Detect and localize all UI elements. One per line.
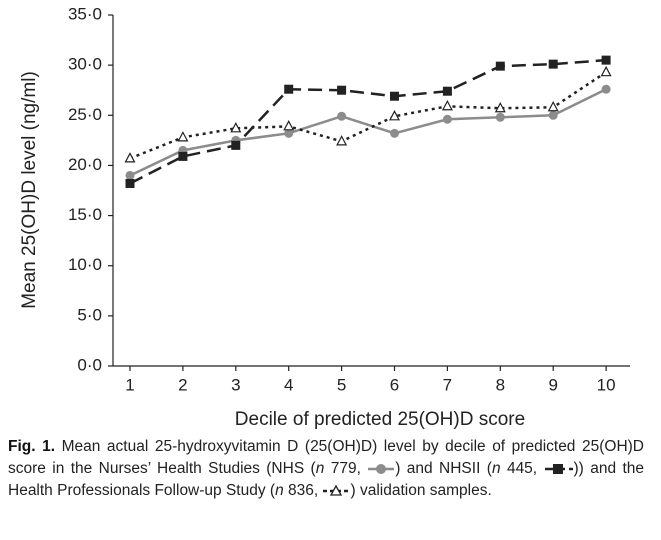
- x-tick-label: 2: [178, 375, 187, 394]
- point: [600, 65, 612, 77]
- legend-icon: [368, 463, 395, 474]
- series-line: [129, 71, 607, 160]
- x-tick-label: 3: [231, 375, 240, 394]
- x-tick-label: 4: [284, 375, 293, 394]
- point: [337, 111, 347, 121]
- point: [177, 131, 189, 142]
- point: [548, 110, 558, 120]
- point: [124, 152, 136, 163]
- chart: Decile of predicted 25(OH)D score Mean 2…: [19, 4, 630, 430]
- y-tick-label: 35·0: [68, 4, 102, 23]
- x-tick-label: 9: [548, 375, 557, 394]
- point: [125, 170, 135, 180]
- point: [442, 114, 452, 124]
- x-tick-label: 6: [390, 375, 399, 394]
- y-tick-label: 5·0: [77, 305, 102, 324]
- point: [230, 122, 242, 133]
- x-tick-label: 7: [443, 375, 452, 394]
- point: [125, 178, 135, 188]
- point: [337, 85, 347, 95]
- y-axis-label: Mean 25(OH)D level (ng/ml): [19, 71, 40, 309]
- point: [231, 140, 241, 150]
- caption-text: Mean actual 25-hydroxyvitamin D (25(OH)D…: [8, 438, 644, 477]
- caption-text: 836,: [283, 482, 323, 499]
- point: [495, 112, 505, 122]
- caption-text: n: [275, 482, 284, 499]
- y-tick-label: 30·0: [68, 55, 102, 74]
- y-tick-label: 0·0: [77, 355, 102, 374]
- point: [601, 55, 611, 65]
- point: [495, 61, 505, 71]
- legend-icon: [544, 463, 573, 474]
- caption-text: ) validation samples.: [350, 482, 492, 499]
- point: [283, 120, 295, 131]
- point: [284, 84, 294, 94]
- point: [548, 59, 558, 69]
- x-tick-label: 10: [597, 375, 616, 394]
- point: [441, 99, 453, 111]
- caption: Fig. 1. Mean actual 25-hydroxyvitamin D …: [8, 436, 644, 502]
- point: [178, 151, 188, 161]
- series-line: [129, 88, 607, 177]
- point: [389, 110, 400, 121]
- caption-text: )) and the Health Professionals Follow-u…: [8, 460, 644, 499]
- legend-icon: [323, 484, 350, 496]
- point: [601, 84, 611, 94]
- caption-text: 445,: [500, 460, 544, 477]
- figure-label: Fig. 1.: [8, 438, 56, 455]
- y-tick-label: 15·0: [68, 205, 102, 224]
- x-tick-label: 1: [125, 375, 134, 394]
- x-axis-label: Decile of predicted 25(OH)D score: [235, 409, 525, 430]
- caption-text: 779,: [324, 460, 368, 477]
- caption-text: n: [315, 460, 325, 477]
- point: [284, 128, 294, 138]
- caption-text: ) and NHSII (: [395, 460, 492, 477]
- point: [547, 100, 559, 112]
- x-tick-label: 8: [496, 375, 505, 394]
- point: [390, 128, 399, 138]
- series-line: [129, 58, 607, 185]
- point: [390, 91, 399, 101]
- caption-text: n: [491, 460, 501, 477]
- point: [494, 101, 506, 113]
- x-tick-label: 5: [337, 375, 346, 394]
- point: [442, 86, 452, 96]
- y-tick-label: 20·0: [68, 155, 102, 174]
- point: [336, 135, 348, 146]
- y-tick-label: 10·0: [68, 255, 102, 274]
- y-tick-label: 25·0: [68, 105, 102, 124]
